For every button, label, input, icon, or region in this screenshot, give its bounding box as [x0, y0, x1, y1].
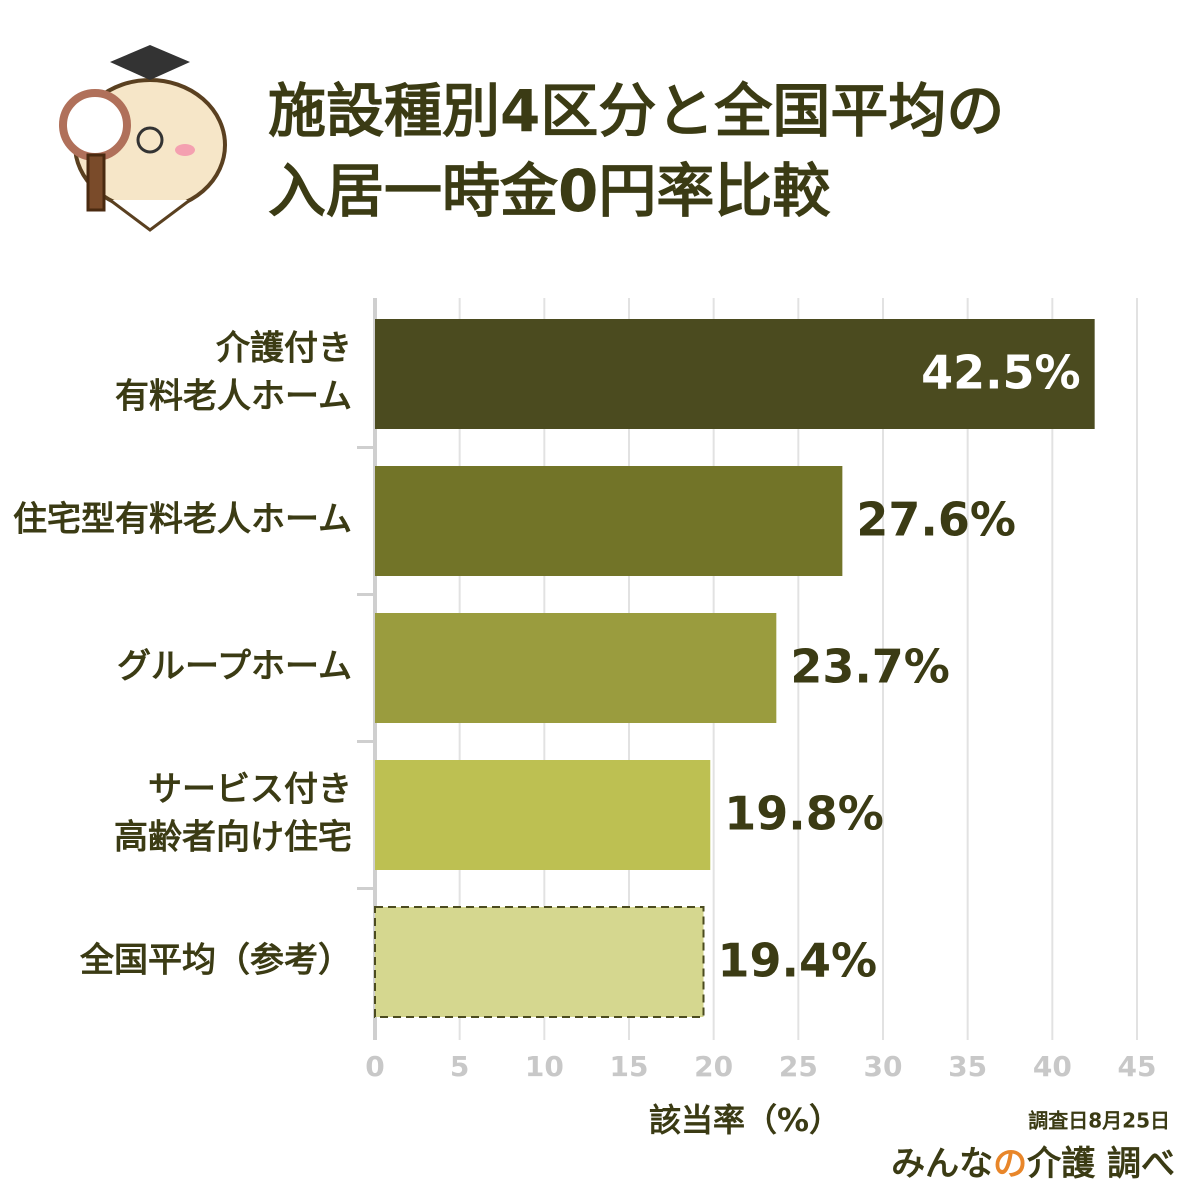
y-tick-label: 全国平均（参考）	[79, 941, 352, 981]
x-tick-label: 20	[694, 1050, 733, 1083]
bar	[374, 906, 705, 1018]
value-label: 23.7%	[790, 640, 950, 694]
bar	[375, 613, 777, 723]
value-label: 27.6%	[856, 493, 1016, 547]
x-tick-label: 15	[610, 1050, 649, 1083]
x-tick-label: 5	[450, 1050, 469, 1083]
brand-part: の	[993, 1144, 1027, 1184]
x-tick-label: 40	[1033, 1050, 1072, 1083]
y-tick-label: 有料老人ホーム	[115, 377, 352, 417]
x-tick-label: 25	[779, 1050, 818, 1083]
x-tick-label: 0	[365, 1050, 384, 1083]
brand-part: 介護 調べ	[1027, 1144, 1175, 1184]
x-tick-label: 45	[1118, 1050, 1157, 1083]
brand-part: みんな	[891, 1144, 993, 1184]
bar	[375, 466, 843, 576]
value-label: 19.4%	[718, 934, 878, 988]
value-label: 19.8%	[724, 787, 884, 841]
survey-date: 調査日8月25日	[1028, 1109, 1170, 1133]
bar	[375, 760, 711, 870]
bar	[375, 319, 1095, 429]
value-label: 42.5%	[921, 346, 1081, 400]
y-tick-label: グループホーム	[117, 647, 352, 687]
x-axis-label: 該当率（%）	[649, 1101, 841, 1139]
x-tick-label: 35	[948, 1050, 987, 1083]
x-tick-label: 10	[525, 1050, 564, 1083]
x-tick-label: 30	[864, 1050, 903, 1083]
y-tick-label: 住宅型有料老人ホーム	[13, 500, 352, 540]
brand: みんなの介護 調べ	[891, 1144, 1175, 1184]
chart-title: 入居一時金0円率比較	[268, 157, 831, 225]
mascot	[59, 45, 227, 232]
y-tick-label: 介護付き	[216, 329, 352, 369]
y-tick-label: サービス付き	[148, 770, 352, 810]
y-tick-label: 高齢者向け住宅	[114, 818, 352, 858]
chart-title: 施設種別4区分と全国平均の	[268, 77, 1004, 145]
